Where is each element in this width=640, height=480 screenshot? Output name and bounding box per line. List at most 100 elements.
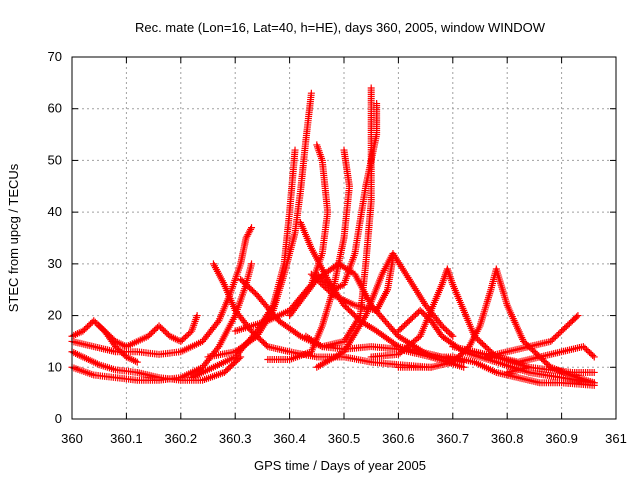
data-point — [551, 333, 559, 341]
series-arc-03 — [68, 260, 256, 384]
data-point — [565, 320, 573, 328]
data-point — [181, 333, 189, 341]
data-point — [550, 334, 558, 342]
y-tick-label: 60 — [48, 101, 62, 116]
y-tick-label: 0 — [55, 411, 62, 426]
series-arc-11 — [264, 146, 353, 364]
data-point — [147, 329, 155, 337]
data-point — [321, 283, 329, 291]
data-point — [318, 281, 326, 289]
data-point — [152, 325, 160, 333]
data-point — [582, 346, 590, 354]
data-point — [146, 331, 154, 339]
data-point — [443, 326, 451, 334]
series-arc-23 — [449, 343, 598, 366]
data-point — [193, 312, 201, 320]
data-point — [160, 326, 168, 334]
data-point — [460, 363, 468, 371]
data-point — [399, 323, 407, 331]
series-arc-16 — [313, 250, 457, 371]
data-point — [590, 381, 598, 389]
y-tick-label: 50 — [48, 152, 62, 167]
data-point — [424, 314, 432, 322]
data-point — [419, 309, 427, 317]
tick-labels: 360 360.1 360.2 360.3 360.4 360.5 360.6 360.7 36… — [48, 49, 627, 446]
data-point — [416, 306, 424, 314]
data-point — [547, 337, 555, 345]
data-point — [477, 338, 485, 346]
data-point — [447, 331, 455, 339]
data-point — [373, 100, 381, 108]
y-tick-label: 30 — [48, 256, 62, 271]
data-point — [558, 327, 566, 335]
data-point — [573, 313, 581, 321]
data-point — [323, 285, 331, 293]
data-point — [408, 314, 416, 322]
data-point — [421, 311, 429, 319]
data-point — [155, 322, 163, 330]
data-point — [324, 286, 332, 294]
data-point — [133, 358, 141, 366]
data-point — [586, 349, 594, 357]
x-tick-label: 360.3 — [219, 431, 252, 446]
data-point — [444, 328, 452, 336]
data-point — [82, 324, 90, 332]
data-point — [157, 323, 165, 331]
data-point — [589, 351, 597, 359]
data-point — [309, 272, 317, 280]
data-point — [483, 344, 491, 352]
data-point — [564, 321, 572, 329]
data-markers — [68, 84, 598, 389]
x-axis-label: GPS time / Days of year 2005 — [254, 458, 426, 473]
data-point — [393, 341, 401, 349]
data-point — [581, 344, 589, 352]
data-point — [438, 322, 446, 330]
data-point — [79, 327, 87, 335]
data-point — [214, 318, 222, 326]
x-tick-label: 360.5 — [328, 431, 361, 446]
data-point — [313, 141, 321, 149]
data-point — [295, 331, 303, 339]
data-point — [177, 337, 185, 345]
data-point — [307, 89, 315, 97]
data-point — [87, 320, 95, 328]
data-point — [439, 323, 447, 331]
x-tick-label: 360.6 — [382, 431, 415, 446]
x-tick-label: 360 — [61, 431, 83, 446]
series-arc-04 — [95, 312, 201, 351]
data-point — [559, 326, 567, 334]
data-point — [214, 344, 222, 352]
data-point — [291, 146, 299, 154]
x-tick-label: 360.9 — [545, 431, 578, 446]
data-point — [161, 328, 169, 336]
data-point — [247, 225, 255, 233]
x-tick-label: 360.4 — [273, 431, 306, 446]
data-point — [144, 332, 152, 340]
data-point — [410, 312, 418, 320]
data-point — [307, 270, 315, 278]
data-point — [579, 343, 587, 351]
data-point — [317, 279, 325, 287]
data-point — [587, 350, 595, 358]
data-point — [326, 288, 334, 296]
data-point — [180, 334, 188, 342]
x-tick-label: 360.2 — [165, 431, 198, 446]
data-point — [80, 326, 88, 334]
data-point — [441, 325, 449, 333]
data-point — [248, 224, 256, 232]
data-point — [446, 329, 454, 337]
data-point — [340, 146, 348, 154]
data-point — [84, 323, 92, 331]
plot-frame — [71, 56, 617, 420]
x-tick-label: 360.7 — [437, 431, 470, 446]
data-point — [411, 311, 419, 319]
data-point — [320, 282, 328, 290]
data-point — [590, 353, 598, 361]
data-point — [248, 260, 256, 268]
data-point — [478, 340, 486, 348]
data-point — [562, 323, 570, 331]
y-tick-label: 10 — [48, 359, 62, 374]
data-point — [185, 330, 193, 338]
data-point — [158, 325, 166, 333]
